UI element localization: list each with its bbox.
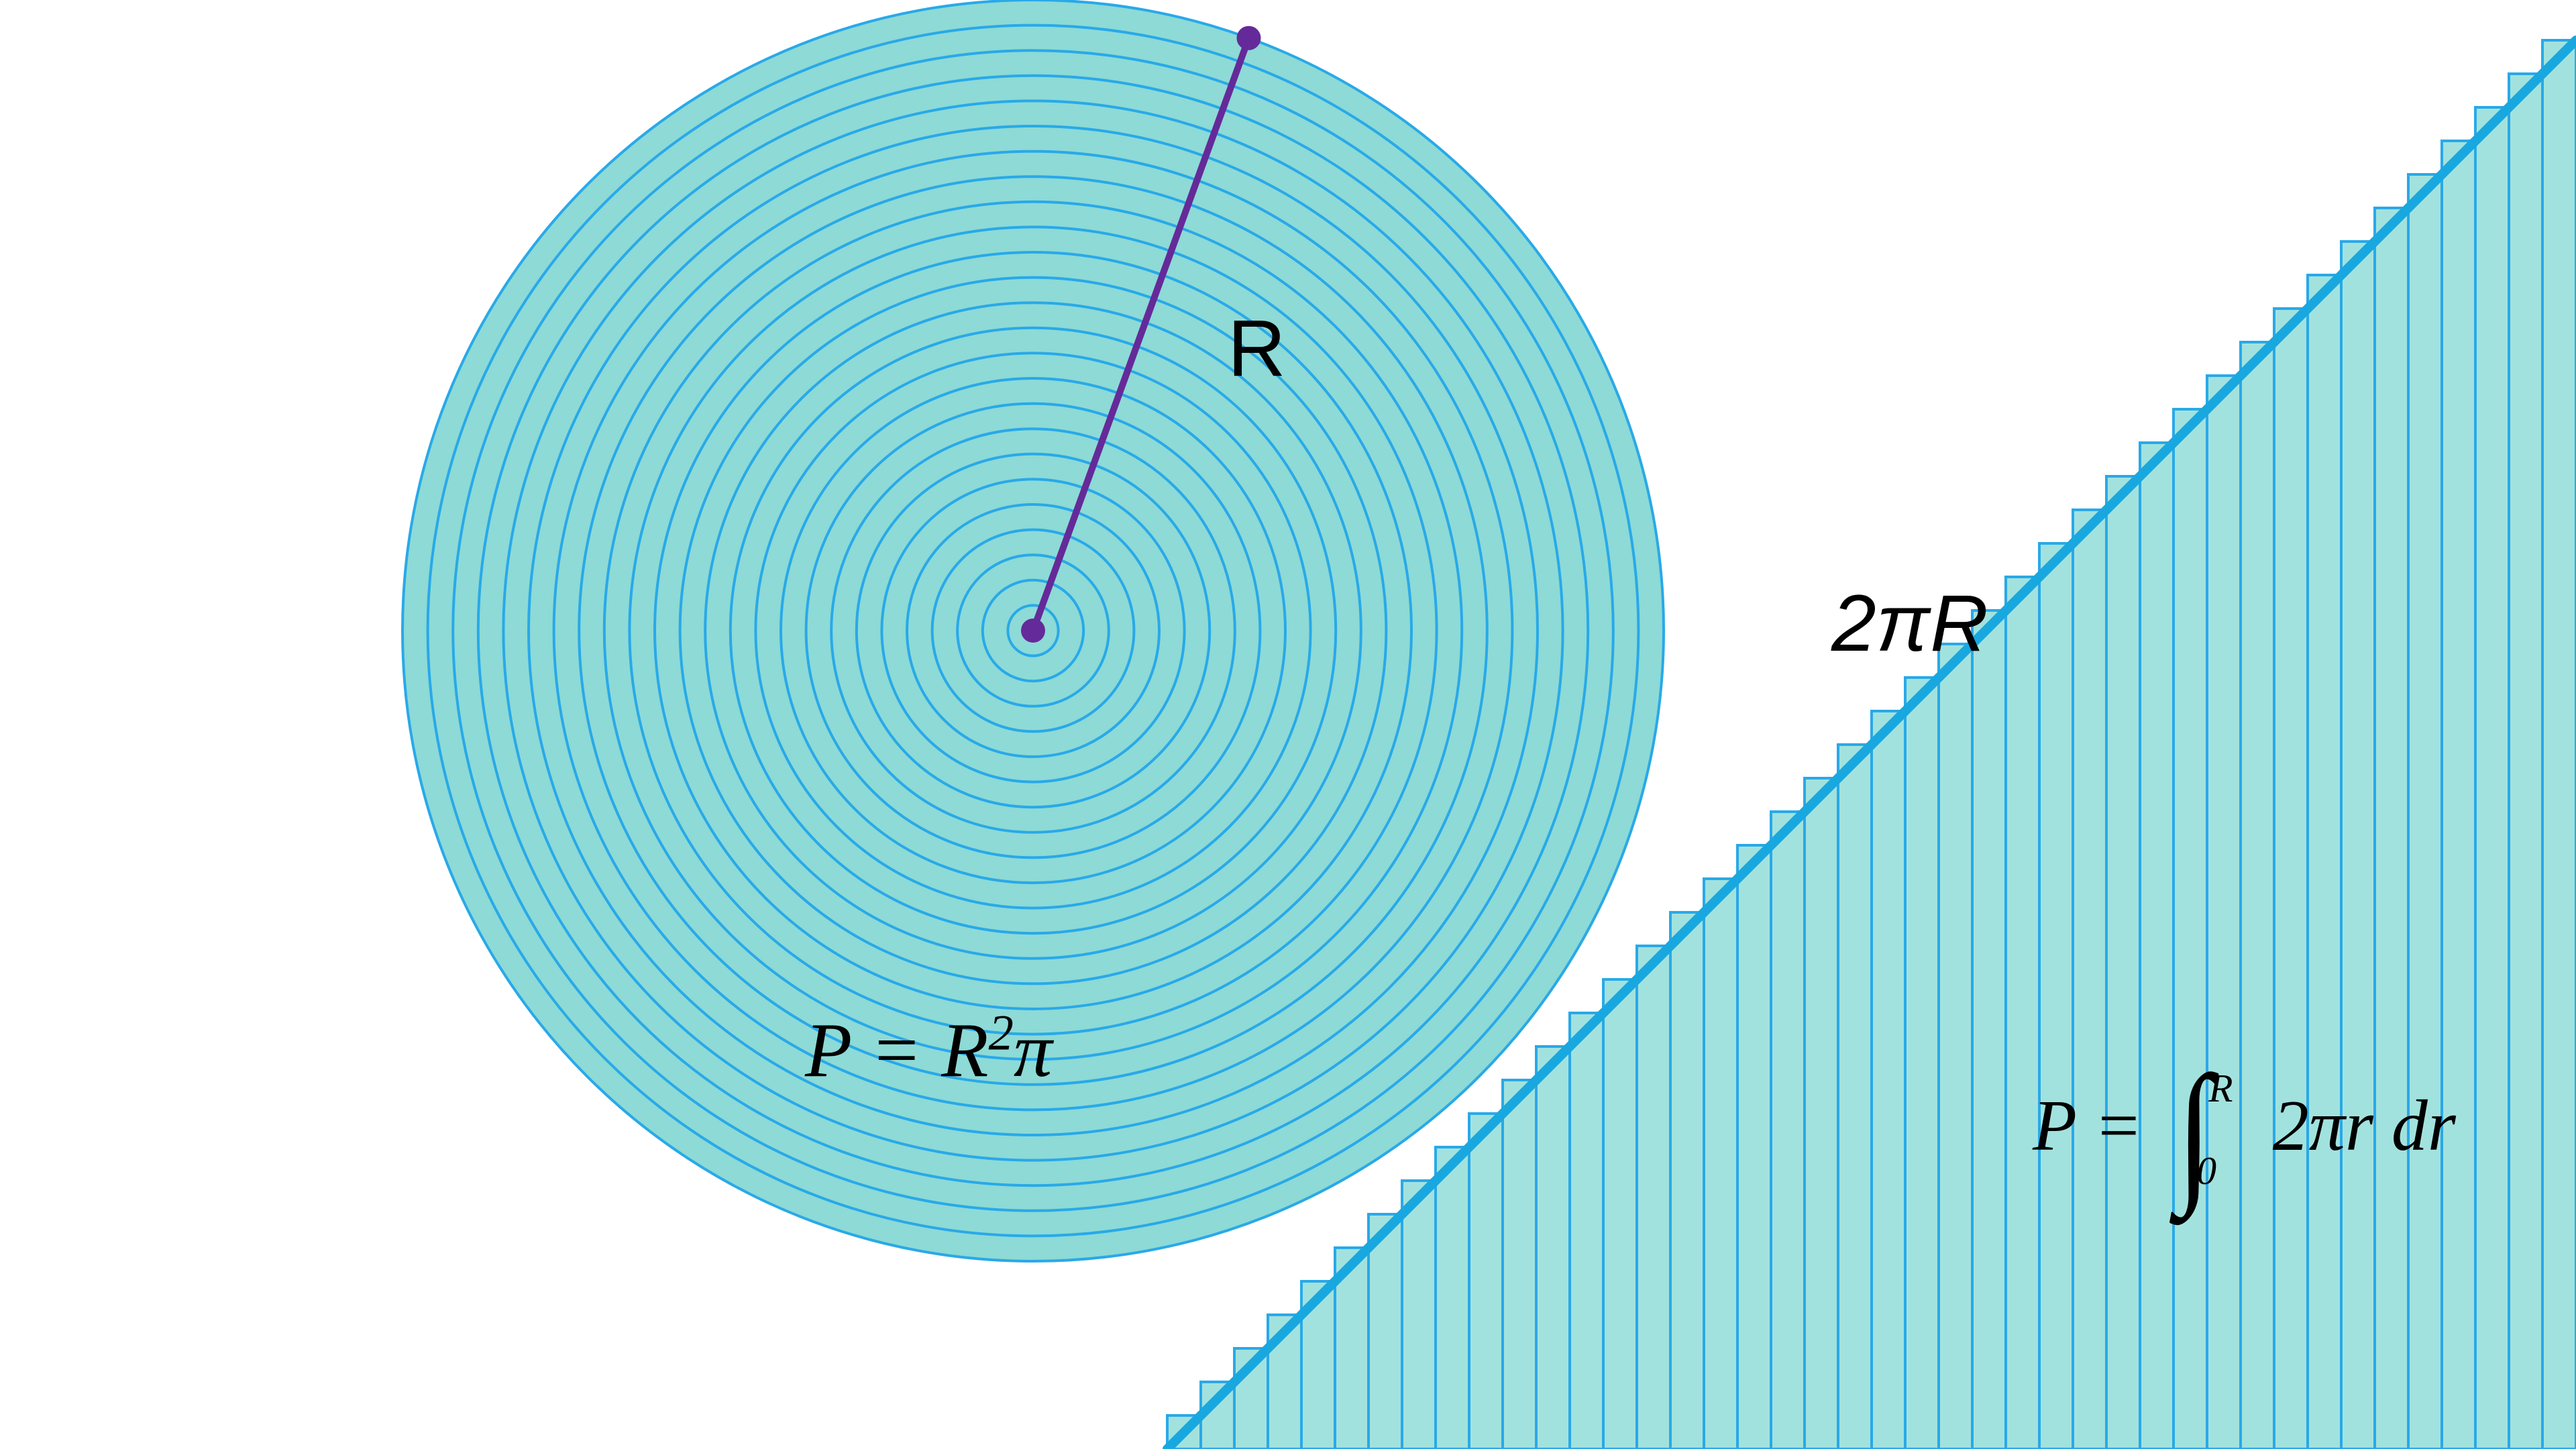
integral-lhs: P [2033,1086,2076,1166]
riemann-bar [1469,1114,1503,1449]
riemann-bar [2308,275,2341,1449]
riemann-bar [2140,443,2174,1449]
riemann-bar [1603,979,1637,1449]
radius-end-dot [1237,26,1261,50]
riemann-bar [1402,1181,1436,1449]
riemann-bar [1704,879,1737,1449]
riemann-bar [1737,845,1771,1449]
formula-tail: π [1014,1008,1053,1093]
riemann-bar [2274,309,2308,1449]
formula-lhs: P [805,1008,851,1093]
riemann-bar [1637,946,1670,1449]
riemann-bar [2106,476,2140,1449]
riemann-bar [2475,107,2509,1449]
riemann-bar [1503,1080,1536,1449]
riemann-bar [2073,510,2106,1449]
integral-symbol-group: ∫R0 [2161,1073,2214,1193]
riemann-bar [1670,912,1704,1449]
riemann-bar [2241,342,2274,1449]
radius-label: R [1228,302,1286,394]
riemann-bar [1939,644,1972,1449]
integral-upper: R [2208,1065,2233,1112]
radius-center-dot [1021,619,1045,643]
circle-area-formula: P = R2π [805,1006,1053,1095]
integral-lower: 0 [2196,1148,2216,1194]
hypotenuse-label: 2πR [1831,577,1988,669]
riemann-bar [2207,376,2241,1449]
integral-formula: P = ∫R0 2πr dr [2033,1073,2456,1193]
riemann-bar [1771,812,1805,1449]
formula-base: R [941,1008,988,1093]
riemann-bar [2509,74,2542,1449]
riemann-bar [1838,745,1872,1449]
integral-eq: = [2076,1086,2161,1166]
riemann-bar [1570,1013,1603,1449]
riemann-bar [1972,610,2006,1449]
riemann-bar [1905,678,1939,1449]
riemann-bar [1872,711,1905,1449]
diagram-canvas [0,0,2576,1449]
formula-eq: = [851,1008,941,1093]
riemann-bar [1368,1214,1402,1449]
riemann-bar [2375,208,2408,1449]
riemann-bar [1805,778,1838,1449]
riemann-bar [2408,174,2442,1449]
riemann-bar [2174,409,2207,1449]
formula-sup: 2 [989,1006,1014,1061]
riemann-bar [2039,543,2073,1449]
riemann-bar [1436,1147,1469,1449]
riemann-bar [2542,40,2576,1449]
riemann-bar [2006,577,2039,1449]
integrand: 2πr dr [2273,1086,2456,1166]
riemann-bar [1536,1046,1570,1449]
riemann-bar [2442,141,2475,1449]
riemann-bar [2341,241,2375,1449]
